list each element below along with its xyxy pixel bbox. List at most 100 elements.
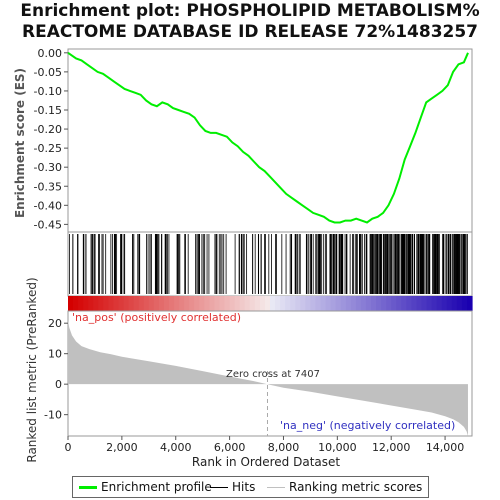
chart-title-line-1: Enrichment plot: PHOSPHOLIPID METABOLISM… [20,1,480,21]
x-tick-label: 4,000 [160,441,192,454]
heat-bar-segment [194,296,200,311]
heat-bar-segment [401,296,407,311]
x-tick-label: 6,000 [214,441,246,454]
es-y-tick-label: -0.35 [34,180,62,193]
heat-bar-segment [431,296,438,311]
x-tick-label: 10,000 [318,441,357,454]
heat-bar-segment [259,296,266,311]
heat-bar-segment [199,296,205,311]
heat-bar-segment [174,296,180,311]
heat-bar-segment [451,296,458,311]
pos-correlated-label: 'na_pos' (positively correlated) [72,311,241,324]
es-y-ticks: 0.00 -0.05 -0.10 -0.15 -0.20 -0.25 -0.30 -0.35 -… [34,47,68,231]
heat-bar-segment [300,296,306,311]
heat-bar-segment [78,296,84,311]
heat-bar-segment [249,296,256,311]
heat-bar-segment [68,296,74,311]
chart-title-line-2: REACTOME DATABASE ID RELEASE 72%1483257 [21,22,479,42]
legend-metric-swatch [267,487,285,488]
legend-item-hits: Hits [210,480,255,494]
x-ticks: 0 2,000 4,000 6,000 8,000 10,000 12,000 14,000 [65,436,465,454]
heat-bar-segment [315,296,322,311]
heat-bar-segment [466,296,473,311]
heat-bar-segment [355,296,362,311]
es-y-tick-label: -0.10 [34,85,62,98]
heat-bar-segment [280,296,286,311]
es-y-tick-label: -0.05 [34,66,62,79]
heat-bar-segment [376,296,382,311]
heat-bar-segment [391,296,397,311]
heat-bar-segment [214,296,221,311]
heat-bar-segment [426,296,433,311]
x-tick-label: 8,000 [268,441,300,454]
heat-bar-segment [189,296,195,311]
zero-cross-label: Zero cross at 7407 [226,369,320,380]
metric-y-axis-label: Ranked list metric (PreRanked) [25,277,39,462]
heat-bar-segment [350,296,357,311]
heat-bar-segment [98,296,104,311]
es-y-tick-label: -0.20 [34,123,62,136]
x-axis-label: Rank in Ordered Dataset [192,455,340,469]
heat-bar-segment [113,296,120,311]
heat-bar-segment [143,296,150,311]
heat-bar-segment [270,296,276,311]
heat-bar-segment [93,296,99,311]
heat-bar-segment [411,296,418,311]
heat-bar-segment [446,296,453,311]
es-y-tick-label: -0.25 [34,142,62,155]
heat-bar-segment [148,296,155,311]
heat-bar-segment [360,296,367,311]
heat-bar-segment [163,296,170,311]
metric-y-ticks: 20 10 0 -10 [44,317,68,422]
es-y-tick-label: -0.45 [34,218,62,231]
metric-area [68,320,468,436]
heat-bar-segment [118,296,125,311]
heat-bar-segment [128,296,135,311]
es-y-tick-label: -0.40 [34,199,62,212]
heat-bar-segment [406,296,412,311]
heat-bar-segment [108,296,115,311]
x-tick-label: 2,000 [106,441,138,454]
heat-bar-segment [73,296,79,311]
heat-bar-segment [234,296,241,311]
x-tick-label: 0 [65,441,72,454]
legend-hits-label: Hits [232,480,256,494]
neg-correlated-label: 'na_neg' (negatively correlated) [280,419,455,432]
heat-bar-segment [325,296,332,311]
heat-bar-segment [229,296,236,311]
x-tick-label: 14,000 [426,441,465,454]
legend-metric-label: Ranking metric scores [289,480,423,494]
heat-bar-segment [153,296,160,311]
es-y-axis-label: Enrichment score (ES) [13,68,27,218]
heat-bar-segment [320,296,327,311]
heat-bar-segment [224,296,231,311]
heat-bar-segment [386,296,392,311]
heat-bar-segment [330,296,337,311]
heat-bar-segment [461,296,468,311]
heat-bar-segment [290,296,296,311]
es-y-tick-label: 0.00 [38,47,63,60]
es-y-tick-label: -0.15 [34,104,62,117]
heat-bar-segment [244,296,251,311]
heat-bar-segment [184,296,190,311]
hit-marks [68,234,468,294]
es-y-tick-label: -0.30 [34,161,62,174]
heat-bar-segment [123,296,130,311]
heat-bar-segment [305,296,311,311]
heat-bar-segment [179,296,185,311]
legend-hits-swatch [210,487,228,488]
heat-bar-segment [340,296,347,311]
legend-item-metric: Ranking metric scores [267,480,422,494]
heat-bar-segment [275,296,281,311]
legend: Enrichment profile Hits Ranking metric s… [72,476,429,498]
heat-bar-segment [310,296,317,311]
metric-y-tick-label: 20 [48,317,62,330]
heat-bar-segment [345,296,352,311]
heat-bar-segment [254,296,261,311]
heat-bar-segment [264,296,271,311]
heat-bar-segment [285,296,291,311]
heat-bar-segment [83,296,89,311]
heat-bar-segment [421,296,428,311]
heat-bar-segment [365,296,372,311]
ranking-heat-bar [68,296,473,311]
